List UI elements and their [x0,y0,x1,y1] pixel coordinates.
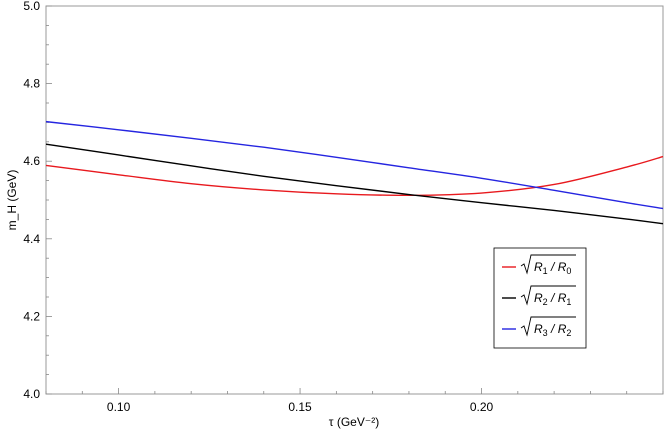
y-tick-label: 4.8 [23,77,40,91]
legend-entry-2: R2 / R1 [502,285,576,307]
y-tick-label: 4.4 [23,232,40,246]
sqrt-sign [520,254,576,275]
series-line-2 [45,143,664,225]
series-lines [45,120,664,225]
sqrt-sign [520,316,576,337]
legend: R1 / R0 R2 / R1 R3 / R2 [493,247,587,349]
y-tick-label: 4.6 [23,154,40,168]
legend-label: R2 / R1 [534,291,571,307]
y-tick-label: 4.2 [23,309,40,323]
legend-entry-3: R3 / R2 [502,316,576,338]
legend-label: R3 / R2 [534,322,571,338]
sqrt-sign [520,285,576,306]
series-line-1 [45,155,664,197]
series-line-3 [45,120,664,210]
ticks [45,5,664,395]
x-tick-label: 0.10 [107,400,131,414]
legend-label: R1 / R0 [534,260,571,276]
y-axis-label: m_H (GeV) [5,170,19,231]
tick-labels: 0.10 0.15 0.20 4.0 4.2 4.4 4.6 4.8 5.0 [23,0,493,414]
legend-entry-1: R1 / R0 [502,254,576,276]
y-tick-label: 5.0 [23,0,40,13]
y-tick-label: 4.0 [23,387,40,401]
legend-entries: R1 / R0 R2 / R1 R3 / R2 [502,254,576,338]
x-axis-label: τ (GeV⁻²) [329,415,379,429]
x-tick-label: 0.15 [288,400,312,414]
x-tick-label: 0.20 [470,400,494,414]
